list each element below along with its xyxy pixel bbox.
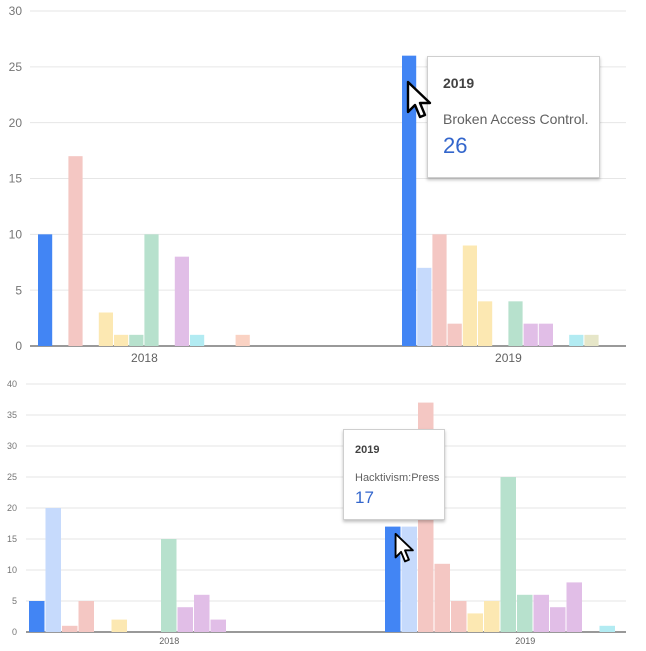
bar — [235, 334, 250, 346]
tooltip-chart-2: 2019 Hacktivism:Press 17 — [343, 429, 445, 520]
y-tick-label: 10 — [9, 228, 23, 242]
bar — [432, 234, 447, 346]
y-tick-label: 15 — [7, 534, 17, 544]
bar — [174, 256, 189, 346]
bar — [538, 323, 553, 346]
y-tick-label: 30 — [9, 4, 23, 18]
y-tick-label: 30 — [7, 441, 17, 451]
bar — [62, 625, 78, 632]
bar — [550, 607, 566, 632]
bar — [161, 539, 177, 632]
tooltip-value: 26 — [443, 133, 468, 158]
y-tick-label: 10 — [7, 565, 17, 575]
bar — [417, 267, 432, 346]
bar — [190, 334, 205, 346]
bar — [584, 334, 599, 346]
bar — [467, 613, 483, 632]
bar — [129, 334, 144, 346]
bar — [508, 301, 523, 346]
bar — [566, 582, 582, 632]
tooltip-title: 2019 — [355, 444, 380, 456]
y-tick-label: 40 — [7, 379, 17, 389]
x-category-label: 2019 — [495, 351, 522, 365]
bar — [500, 477, 516, 632]
bar — [29, 601, 45, 632]
bar — [210, 619, 226, 632]
x-category-label: 2018 — [131, 351, 158, 365]
y-tick-label: 20 — [7, 503, 17, 513]
tooltip-label: Broken Access Control. — [443, 111, 589, 127]
x-category-label: 2018 — [159, 636, 179, 646]
bar — [45, 508, 61, 632]
bar — [517, 594, 533, 632]
y-tick-label: 25 — [7, 472, 17, 482]
y-tick-label: 0 — [15, 339, 22, 353]
x-category-label: 2019 — [515, 636, 535, 646]
bar — [484, 601, 500, 632]
y-tick-label: 5 — [12, 596, 17, 606]
y-tick-label: 20 — [9, 116, 23, 130]
bar — [111, 619, 127, 632]
bar — [451, 601, 467, 632]
bar — [434, 563, 450, 632]
mouse-cursor-icon — [406, 80, 432, 119]
bar — [569, 334, 584, 346]
bar — [478, 301, 493, 346]
y-tick-label: 15 — [9, 172, 23, 186]
y-tick-label: 0 — [12, 627, 17, 637]
y-tick-label: 5 — [15, 283, 22, 297]
bar — [68, 156, 83, 346]
tooltip-title: 2019 — [443, 75, 475, 91]
bar — [38, 234, 53, 346]
bar — [177, 607, 193, 632]
bar — [144, 234, 159, 346]
y-tick-label: 25 — [9, 60, 23, 74]
y-tick-label: 35 — [7, 410, 17, 420]
tooltip-value: 17 — [355, 488, 374, 507]
bar — [533, 594, 549, 632]
bar — [523, 323, 538, 346]
bar — [114, 334, 129, 346]
bar — [78, 601, 94, 632]
bar — [402, 55, 417, 347]
tooltip-chart-1: 2019 Broken Access Control. 26 — [427, 56, 600, 178]
bar — [98, 312, 113, 346]
bar — [447, 323, 462, 346]
bar — [194, 594, 210, 632]
mouse-cursor-icon — [394, 532, 414, 563]
bar — [462, 245, 477, 346]
tooltip-label: Hacktivism:Press — [355, 472, 440, 484]
bar — [599, 625, 615, 632]
